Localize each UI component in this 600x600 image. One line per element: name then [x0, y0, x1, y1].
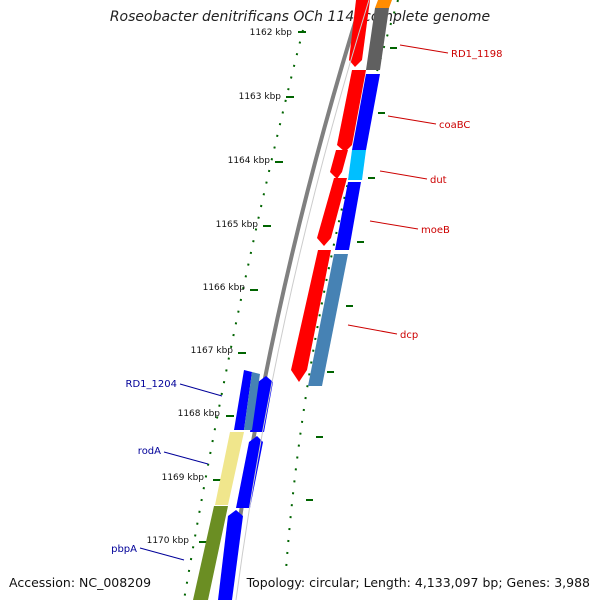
cog-track-left [193, 370, 260, 600]
gene-feature-cyan[interactable] [348, 150, 366, 180]
tick-label: 1167 kbp [191, 346, 234, 356]
reverse-cds-track [291, 0, 370, 382]
label-leaders-right [347, 44, 449, 335]
gene-feature-steel[interactable] [244, 372, 260, 430]
gene-label-moeb[interactable]: moeB [421, 225, 450, 236]
cds-feature[interactable] [291, 250, 331, 382]
cds-feature[interactable] [337, 70, 366, 152]
gene-feature-blue[interactable] [352, 74, 380, 150]
tick-label: 1168 kbp [178, 409, 221, 419]
tick-labels: 1162 kbp 1163 kbp 1164 kbp 1165 kbp 1166… [147, 28, 293, 546]
gene-feature-gray[interactable] [366, 8, 389, 70]
gene-label-dut[interactable]: dut [430, 175, 447, 186]
gene-labels: RD1_1198 coaBC dut moeB dcp RD1_1204 rod… [111, 49, 502, 555]
gene-label-roda[interactable]: rodA [138, 446, 161, 457]
gene-label-rd1-1198[interactable]: RD1_1198 [451, 49, 502, 60]
label-leaders-left [139, 383, 223, 561]
cds-feature[interactable] [317, 178, 347, 246]
gene-feature-orange[interactable] [375, 0, 392, 8]
tick-label: 1166 kbp [203, 283, 246, 293]
gene-feature-khaki[interactable] [215, 432, 244, 505]
gene-label-pbpa[interactable]: pbpA [111, 544, 137, 555]
gene-feature-blue[interactable] [335, 182, 361, 250]
cog-track-right [308, 0, 392, 386]
gene-label-rd1-1204[interactable]: RD1_1204 [126, 379, 177, 390]
tick-label: 1170 kbp [147, 536, 190, 546]
tick-label: 1162 kbp [250, 28, 293, 38]
tick-label: 1163 kbp [239, 92, 282, 102]
tick-label: 1169 kbp [162, 473, 205, 483]
tick-label: 1164 kbp [228, 156, 271, 166]
tick-marks [199, 31, 306, 543]
gene-feature-blue[interactable] [234, 370, 252, 430]
accession-text: Accession: NC_008209 [9, 575, 152, 590]
inner-tick-circle [183, 29, 304, 600]
cds-feature[interactable] [330, 150, 348, 179]
gene-label-dcp[interactable]: dcp [400, 330, 418, 341]
backbone-shadow [235, 0, 370, 600]
cds-feature[interactable] [250, 376, 273, 432]
forward-cds-track [218, 376, 273, 600]
cds-feature[interactable] [218, 510, 243, 600]
gene-label-coabc[interactable]: coaBC [439, 120, 470, 131]
gene-feature-olive[interactable] [193, 506, 228, 600]
cds-feature[interactable] [236, 436, 263, 508]
tick-label: 1165 kbp [216, 220, 259, 230]
outer-track-ticks [306, 47, 397, 501]
gene-feature-steel[interactable] [308, 254, 348, 386]
outer-tick-circle [285, 0, 399, 571]
topology-text: Topology: circular; Length: 4,133,097 bp… [246, 575, 590, 590]
